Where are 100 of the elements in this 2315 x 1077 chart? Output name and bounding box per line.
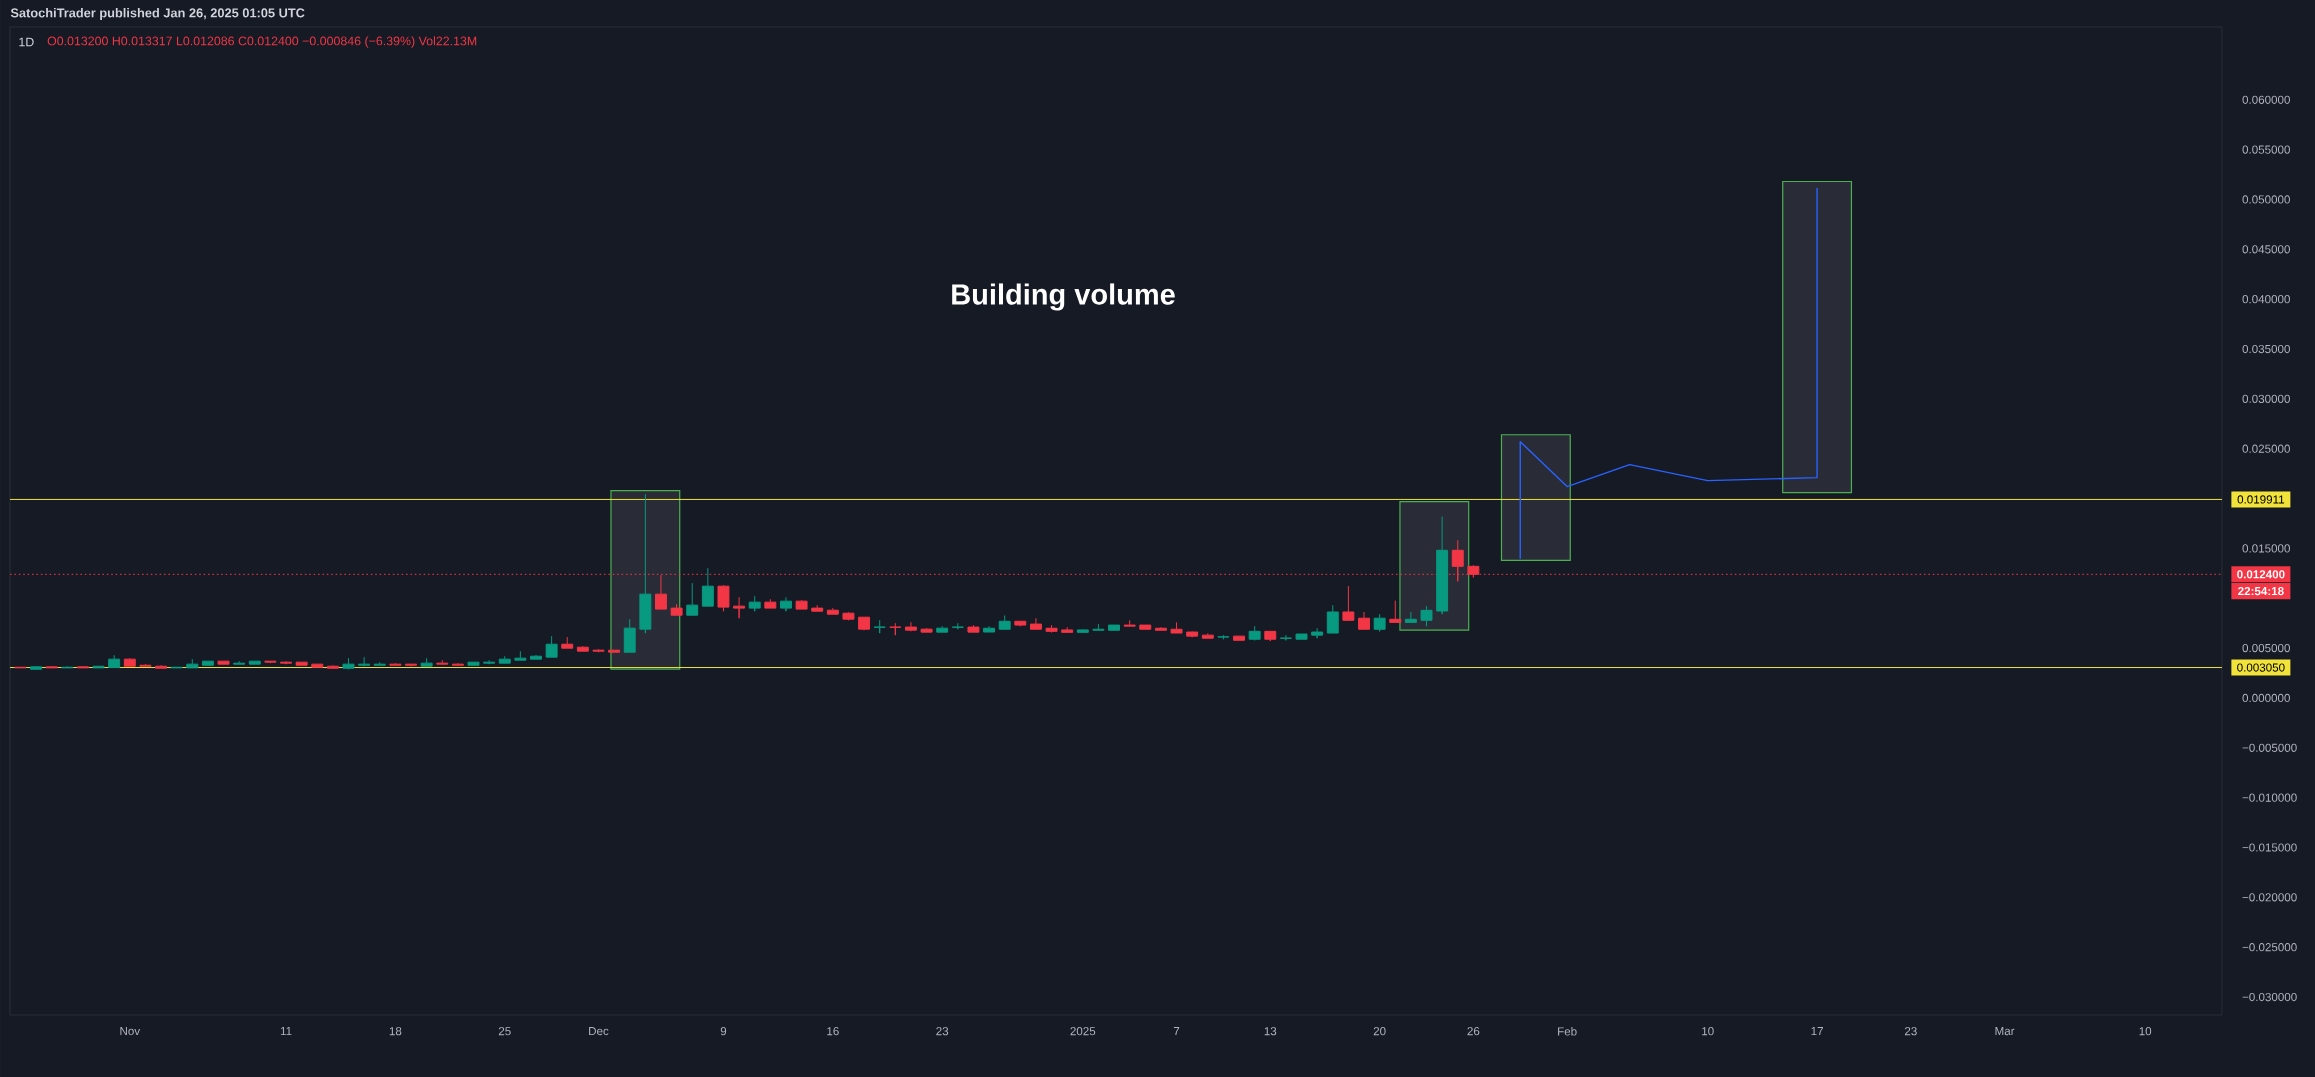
ref-line-label: 0.012400 [2237,570,2285,579]
candlestick [436,659,449,665]
candlestick [1061,626,1074,633]
candlestick [623,618,636,653]
candlestick [483,659,496,665]
candlestick [904,621,917,632]
y-tick-label: 0.030000 [2242,394,2290,403]
candlestick [1029,617,1042,630]
candlestick [1092,623,1105,631]
x-tick-label: 7 [1173,1027,1180,1036]
candlestick [280,660,292,665]
candlestick [1233,635,1245,641]
candlestick [1342,585,1355,621]
x-tick-label: 26 [1467,1027,1480,1036]
candlestick [1389,600,1402,623]
candlestick [1108,624,1121,631]
candlestick [1123,619,1136,627]
candlestick [530,654,542,660]
candlestick [295,661,308,666]
text: 22:54:18 [2238,587,2284,596]
x-tick-label: 2025 [1070,1027,1096,1036]
candlestick [998,615,1011,630]
y-tick-label: 0.040000 [2242,295,2290,304]
candlestick [217,660,230,665]
candlestick [1279,634,1292,641]
y-tick-label: −0.015000 [2242,843,2297,852]
candlestick [155,664,168,669]
y-tick-label: 0.000000 [2242,693,2290,703]
y-tick-label: 0.015000 [2242,544,2290,553]
y-tick-label: 0.060000 [2242,95,2290,104]
candlestick [811,604,824,612]
line-series [1519,187,1818,560]
candlestick [1326,604,1339,634]
x-tick-label: Mar [1995,1027,2015,1036]
x-tick-label: Nov [120,1027,141,1036]
candlestick [1170,621,1183,634]
candlestick [639,493,652,634]
ref-line-label: 0.019911 [2237,495,2285,504]
candlestick [764,598,777,609]
candlestick [248,660,261,665]
candlestick [45,665,58,669]
y-tick-label: 0.050000 [2242,195,2290,204]
y-tick-label: 0.005000 [2242,644,2290,653]
candlestick [1139,624,1152,630]
candlestick [1373,613,1386,632]
candlestick [1045,624,1058,633]
candlestick [686,582,699,616]
candlestick [498,655,511,664]
candlestick [701,567,714,607]
candlestick [123,657,136,667]
candlestick [467,661,480,666]
candlestick [1248,625,1261,641]
candlestick [1311,627,1324,639]
candlestick [920,627,933,633]
candlestick [76,665,89,669]
x-tick-label: 23 [936,1027,949,1036]
candlestick [201,660,214,666]
candlestick [1154,626,1167,631]
candlestick [951,622,964,630]
x-tick-label: 9 [720,1027,727,1036]
candlestick [717,584,730,612]
x-tick-label: 16 [827,1027,839,1036]
y-tick-label: 0.025000 [2242,444,2290,453]
candlestick [405,663,417,667]
y-tick-label: −0.030000 [2242,992,2297,1002]
candlestick [1217,634,1230,640]
candlestick [358,656,371,667]
candlestick [983,625,996,633]
candlestick [1076,628,1089,633]
ref-line-label: 0.003050 [2237,663,2285,672]
candlestick [451,662,464,666]
candlestick [967,624,980,633]
x-tick-label: 10 [2139,1027,2152,1036]
candlestick [1295,633,1308,640]
candlestick [1201,632,1214,639]
bar [610,489,681,670]
x-tick-label: 13 [1264,1027,1277,1036]
candlestick [889,622,902,636]
candlestick [311,663,324,668]
y-tick-label: −0.005000 [2242,743,2297,752]
y-tick-label: 0.045000 [2242,245,2290,254]
text: 1D [19,37,34,47]
candlestick [561,636,574,649]
candlestick [826,607,839,615]
bar [1500,434,1571,561]
candlestick [233,660,246,665]
candlestick [420,657,433,667]
candlestick [342,657,355,670]
x-tick-label: 18 [389,1027,402,1036]
y-tick-label: 0.055000 [2242,145,2290,154]
y-tick-label: −0.020000 [2242,893,2297,902]
candlestick [1358,611,1370,630]
candlestick [748,595,761,612]
x-tick-label: 10 [1702,1027,1714,1036]
x-tick-label: 17 [1811,1027,1823,1036]
candlestick [264,660,277,664]
candlestick [795,599,808,610]
candlestick [373,661,386,666]
candlestick [576,645,589,652]
y-tick-label: −0.010000 [2242,793,2297,802]
